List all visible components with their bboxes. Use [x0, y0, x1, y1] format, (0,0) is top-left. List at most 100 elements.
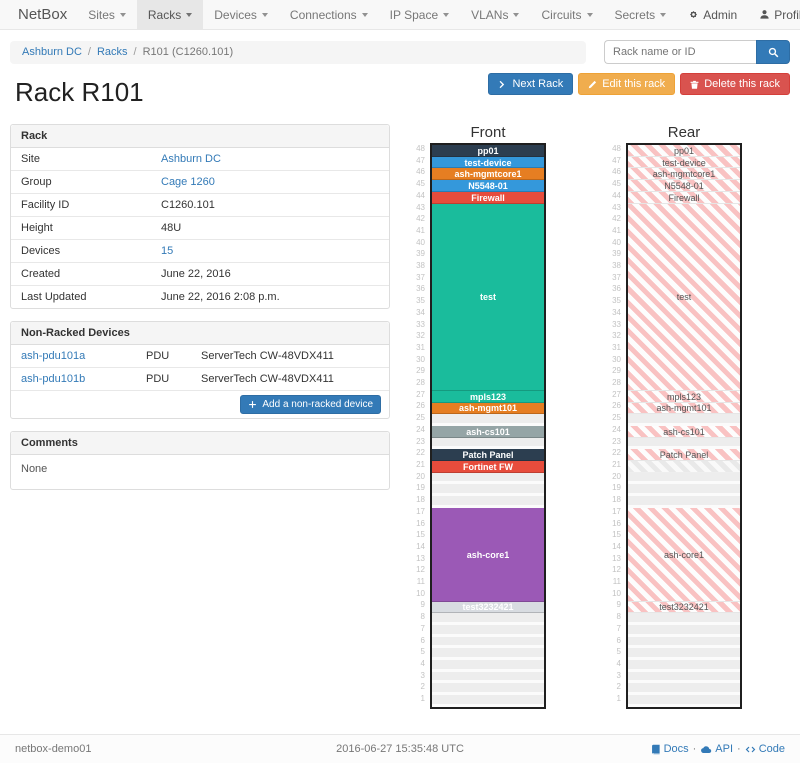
- rack-elevation-front: Front 48 47 46 45 44 43 42 41 40 39 38 37 36 35 34 33 32…: [406, 124, 548, 709]
- front-rack-device-ash-cs101[interactable]: ash-cs101: [432, 425, 544, 438]
- edit-this-rack-button[interactable]: Edit this rack: [578, 73, 676, 95]
- rear-rack-slot-u3-empty: [628, 671, 740, 684]
- nav-item-devices[interactable]: Devices: [203, 0, 279, 29]
- front-unit-number-43: 43: [416, 202, 425, 212]
- front-rack-device-mpls123[interactable]: mpls123: [432, 390, 544, 403]
- nav-item-profile[interactable]: Profile: [748, 0, 800, 29]
- attr-label: Height: [11, 216, 151, 240]
- rear-rack: pp01 test-device ash-mgmtcore1 N5548-01 Fire…: [626, 143, 742, 709]
- front-rack-device-ash-mgmt101[interactable]: ash-mgmt101: [432, 402, 544, 415]
- front-rack-device-pp01[interactable]: pp01: [432, 145, 544, 157]
- rear-rack-device-test[interactable]: test: [628, 203, 740, 391]
- attr-value-group[interactable]: Cage 1260: [161, 176, 215, 188]
- nav-item-sites[interactable]: Sites: [77, 0, 137, 29]
- front-unit-number-47: 47: [416, 155, 425, 165]
- nav-item-racks[interactable]: Racks: [136, 0, 204, 29]
- rear-unit-number-18: 18: [612, 495, 621, 505]
- brand-logo[interactable]: NetBox: [18, 6, 68, 23]
- footer-link-docs[interactable]: Docs: [650, 743, 689, 755]
- rear-unit-number-43: 43: [612, 202, 621, 212]
- rear-rack-device-ash-cs101[interactable]: ash-cs101: [628, 425, 740, 438]
- breadcrumb-item-racks[interactable]: Racks: [96, 46, 128, 58]
- nav-item-ip-space[interactable]: IP Space: [379, 0, 460, 29]
- next-rack-button[interactable]: Next Rack: [488, 73, 574, 95]
- attr-label: Facility ID: [11, 193, 151, 217]
- nav-item-label: Secrets: [614, 7, 656, 22]
- rear-unit-number-37: 37: [612, 272, 621, 282]
- rear-rack-device-mpls123[interactable]: mpls123: [628, 390, 740, 403]
- front-rack-device-fortinet-fw[interactable]: Fortinet FW: [432, 461, 544, 473]
- rear-unit-number-3: 3: [616, 670, 621, 680]
- delete-this-rack-button[interactable]: Delete this rack: [680, 73, 790, 95]
- front-unit-number-23: 23: [416, 436, 425, 446]
- front-unit-number-31: 31: [416, 342, 425, 352]
- breadcrumb-item-ashburn-dc[interactable]: Ashburn DC: [22, 46, 82, 58]
- nav-item-secrets[interactable]: Secrets: [604, 0, 678, 29]
- front-unit-numbers: 48 47 46 45 44 43 42 41 40 39 38 37 36 35 34 33 32 31 30 29…: [406, 143, 430, 709]
- front-rack-device-patch-panel[interactable]: Patch Panel: [432, 449, 544, 462]
- nav-item-circuits[interactable]: Circuits: [530, 0, 603, 29]
- navbar: NetBox Sites Racks Devices Connections IP Sp…: [0, 0, 800, 30]
- rear-rack-device-test-device[interactable]: test-device: [628, 156, 740, 169]
- button-label: Next Rack: [512, 78, 564, 90]
- non-racked-device-row: ash-pdu101b PDU ServerTech CW-48VDX411: [11, 367, 389, 390]
- rear-rack-device-pp01[interactable]: pp01: [628, 145, 740, 157]
- pencil-icon: [588, 80, 597, 89]
- front-unit-number-46: 46: [416, 167, 425, 177]
- front-rack-slot-u19-empty: [432, 484, 544, 497]
- rear-unit-number-33: 33: [612, 319, 621, 329]
- front-unit-number-41: 41: [416, 225, 425, 235]
- rear-unit-number-48: 48: [612, 144, 621, 153]
- rear-rack-slot-u25-empty: [628, 414, 740, 426]
- device-model: ServerTech CW-48VDX411: [201, 350, 334, 362]
- front-unit-number-18: 18: [416, 495, 425, 505]
- front-rack-slot-u3-empty: [432, 671, 544, 684]
- search-button[interactable]: [756, 40, 790, 64]
- nav-item-vlans[interactable]: VLANs: [460, 0, 530, 29]
- rear-unit-number-7: 7: [616, 623, 621, 633]
- front-unit-number-20: 20: [416, 471, 425, 481]
- front-rack-device-firewall[interactable]: Firewall: [432, 191, 544, 204]
- rear-rack-device-ash-core1[interactable]: ash-core1: [628, 507, 740, 602]
- breadcrumb: Ashburn DC / Racks / R101 (C1260.101): [10, 40, 586, 64]
- rack-attr-row-devices: Devices 15: [11, 239, 389, 263]
- nav-item-label: Profile: [774, 7, 800, 22]
- nav-item-connections[interactable]: Connections: [279, 0, 379, 29]
- footer-link-code[interactable]: Code: [745, 743, 785, 755]
- attr-value-site[interactable]: Ashburn DC: [161, 153, 221, 165]
- nav-item-label: Circuits: [541, 7, 582, 22]
- rear-rack-device-patch-panel[interactable]: Patch Panel: [628, 449, 740, 462]
- rear-unit-number-13: 13: [612, 553, 621, 563]
- rear-unit-number-19: 19: [612, 483, 621, 493]
- front-rack-device-test3232421[interactable]: test3232421: [432, 601, 544, 614]
- front-rack-device-test-device[interactable]: test-device: [432, 156, 544, 169]
- add-non-racked-device-button[interactable]: Add a non-racked device: [240, 395, 381, 414]
- nav-item-admin[interactable]: Admin: [677, 0, 748, 29]
- attr-value-facility-id: C1260.101: [161, 199, 215, 211]
- front-rack-device-ash-core1[interactable]: ash-core1: [432, 507, 544, 602]
- front-unit-number-22: 22: [416, 448, 425, 458]
- front-unit-number-44: 44: [416, 190, 425, 200]
- gear-icon: [688, 9, 699, 20]
- front-rack-device-n5548-01[interactable]: N5548-01: [432, 180, 544, 192]
- rear-unit-number-9: 9: [616, 600, 621, 610]
- rear-rack-device-ash-mgmt101[interactable]: ash-mgmt101: [628, 402, 740, 415]
- front-elevation-title: Front: [470, 124, 506, 141]
- user-icon: [759, 9, 770, 20]
- footer-link-api[interactable]: API: [700, 743, 733, 755]
- attr-value-devices[interactable]: 15: [161, 245, 174, 257]
- front-unit-number-30: 30: [416, 354, 425, 364]
- rear-rack-device-n5548-01[interactable]: N5548-01: [628, 180, 740, 192]
- front-rack-device-test[interactable]: test: [432, 203, 544, 391]
- front-rack-device-ash-mgmtcore1[interactable]: ash-mgmtcore1: [432, 168, 544, 181]
- nav-item-label: Devices: [214, 7, 257, 22]
- rear-unit-number-35: 35: [612, 296, 621, 306]
- device-link-ash-pdu101a[interactable]: ash-pdu101a: [21, 350, 86, 362]
- rear-unit-number-14: 14: [612, 541, 621, 551]
- rear-rack-device-firewall[interactable]: Firewall: [628, 191, 740, 204]
- device-link-ash-pdu101b[interactable]: ash-pdu101b: [21, 373, 86, 385]
- search-input[interactable]: [604, 40, 756, 64]
- rear-unit-number-4: 4: [616, 658, 621, 668]
- rear-rack-device-test3232421[interactable]: test3232421: [628, 601, 740, 614]
- rear-rack-device-ash-mgmtcore1[interactable]: ash-mgmtcore1: [628, 168, 740, 181]
